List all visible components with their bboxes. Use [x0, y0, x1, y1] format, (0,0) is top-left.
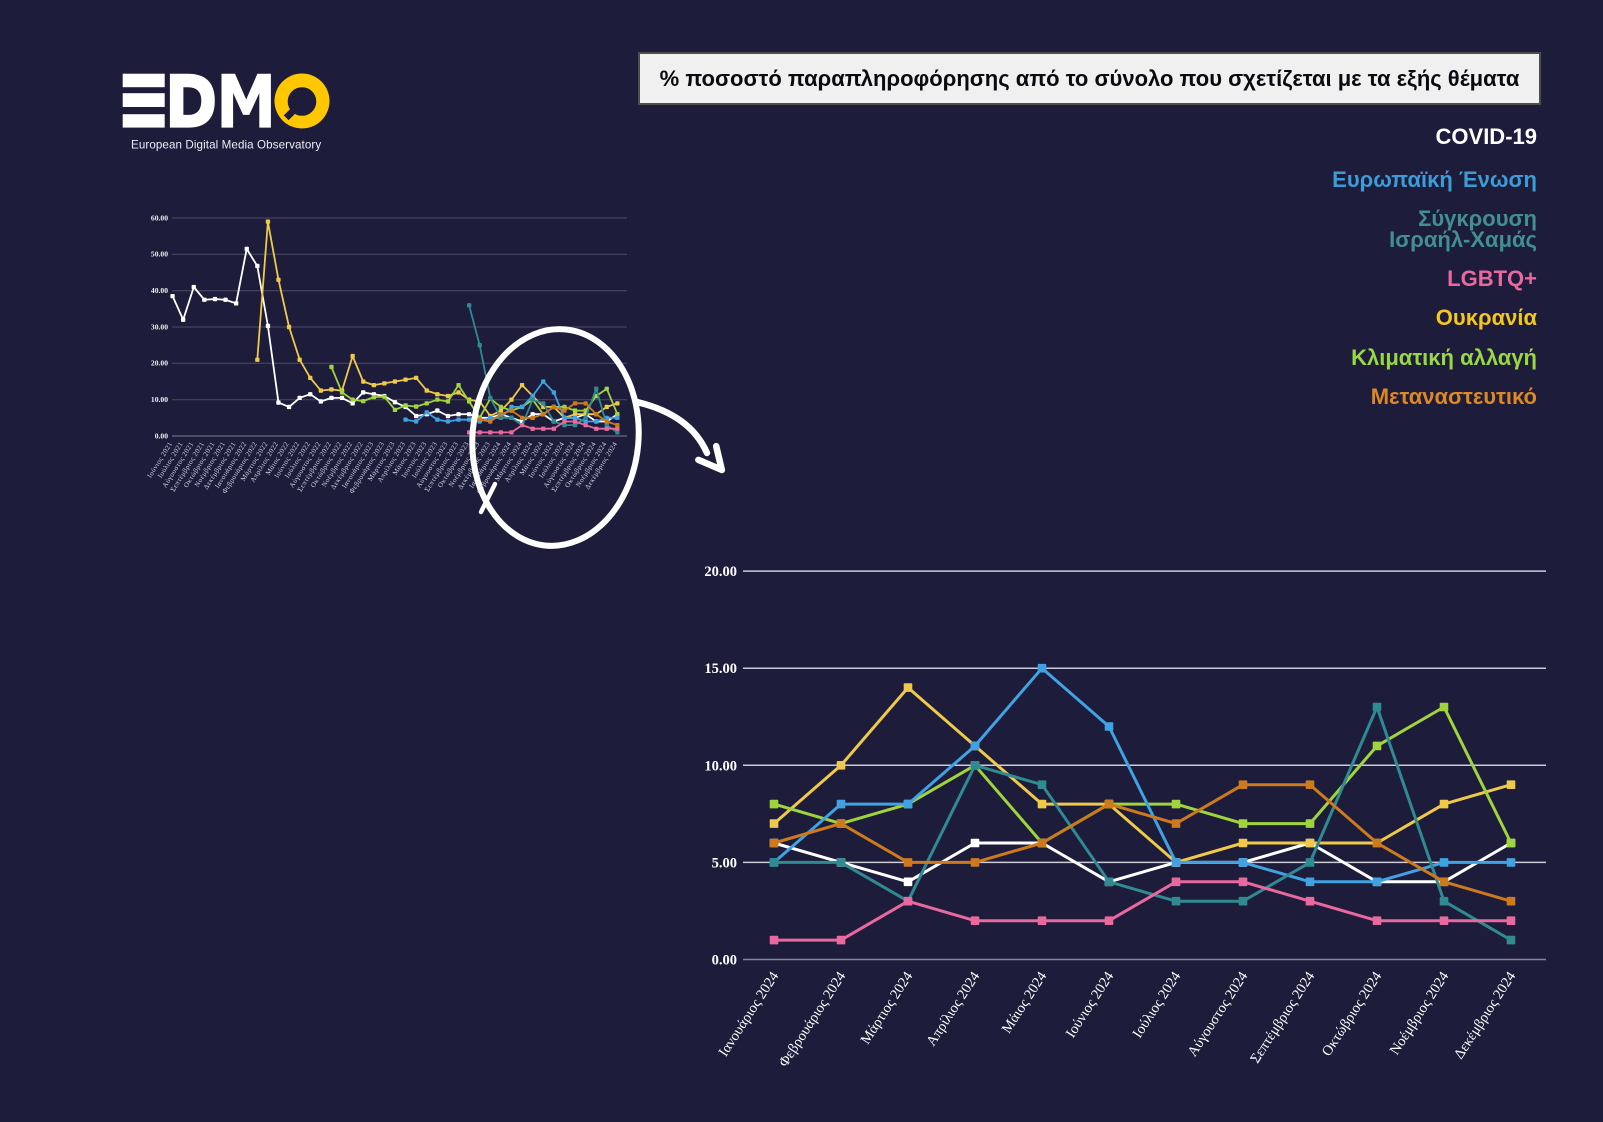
svg-text:Ιούλιος 2024: Ιούλιος 2024 — [1130, 968, 1185, 1041]
svg-text:Απρίλιος 2024: Απρίλιος 2024 — [923, 968, 983, 1049]
svg-text:10.00: 10.00 — [704, 758, 737, 774]
svg-text:10.00: 10.00 — [151, 395, 168, 404]
svg-text:40.00: 40.00 — [151, 286, 168, 295]
svg-text:Σεπτέμβριος 2024: Σεπτέμβριος 2024 — [1247, 968, 1318, 1066]
svg-text:Μάρτιος 2024: Μάρτιος 2024 — [858, 968, 917, 1047]
svg-text:20.00: 20.00 — [151, 359, 168, 368]
svg-text:Νοέμβριος 2024: Νοέμβριος 2024 — [1387, 968, 1453, 1058]
svg-text:60.00: 60.00 — [151, 213, 168, 222]
svg-text:Αύγουστος 2024: Αύγουστος 2024 — [1185, 968, 1252, 1059]
svg-text:15.00: 15.00 — [704, 661, 737, 677]
svg-text:50.00: 50.00 — [151, 250, 168, 259]
svg-text:5.00: 5.00 — [712, 855, 737, 871]
svg-text:30.00: 30.00 — [151, 322, 168, 331]
svg-text:Φεβρουάριος 2024: Φεβρουάριος 2024 — [776, 968, 850, 1070]
svg-text:Οκτώβριος 2024: Οκτώβριος 2024 — [1319, 968, 1386, 1059]
svg-text:Ιανουάριος 2024: Ιανουάριος 2024 — [716, 968, 783, 1059]
svg-text:Μάιος 2024: Μάιος 2024 — [999, 968, 1051, 1036]
svg-text:Ιούνιος 2024: Ιούνιος 2024 — [1063, 968, 1118, 1041]
svg-text:20.00: 20.00 — [704, 564, 737, 580]
svg-text:European Digital Media Observa: European Digital Media Observatory — [131, 139, 321, 152]
svg-text:0.00: 0.00 — [155, 431, 168, 440]
svg-text:Δεκέμβριος 2024: Δεκέμβριος 2024 — [1451, 968, 1520, 1062]
svg-text:0.00: 0.00 — [712, 953, 737, 969]
